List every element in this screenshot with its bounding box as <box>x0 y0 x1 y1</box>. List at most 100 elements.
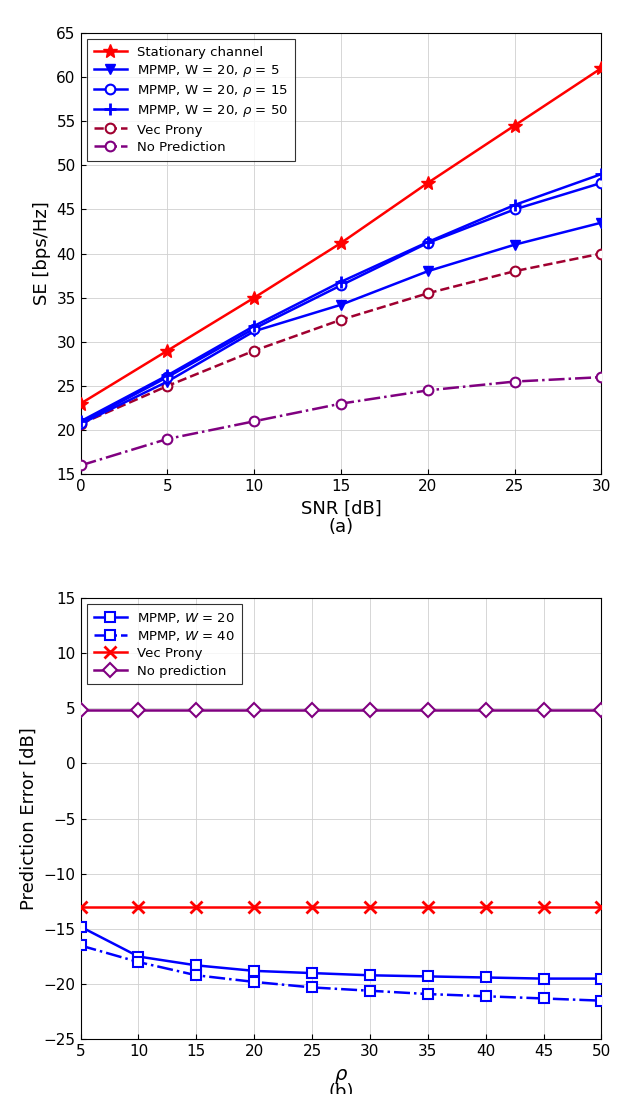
MPMP, $W$ = 40 <box>308 981 316 994</box>
MPMP, $W$ = 40 <box>424 988 432 1001</box>
MPMP, W = 20, $\rho$ = 50 <box>598 167 605 181</box>
Vec Prony <box>511 265 518 278</box>
Text: (b): (b) <box>328 1083 354 1094</box>
No prediction <box>308 703 316 717</box>
Vec Prony <box>135 900 142 913</box>
Stationary channel <box>424 176 432 189</box>
MPMP, $W$ = 20 <box>424 969 432 982</box>
MPMP, $W$ = 40 <box>77 939 84 952</box>
MPMP, $W$ = 20 <box>598 973 605 986</box>
MPMP, W = 20, $\rho$ = 15 <box>164 371 171 384</box>
MPMP, W = 20, $\rho$ = 50 <box>164 369 171 382</box>
Line: MPMP, W = 20, $\rho$ = 5: MPMP, W = 20, $\rho$ = 5 <box>76 218 606 429</box>
MPMP, $W$ = 40 <box>366 985 374 998</box>
MPMP, W = 20, $\rho$ = 15 <box>598 176 605 189</box>
No prediction <box>135 703 142 717</box>
Y-axis label: SE [bps/Hz]: SE [bps/Hz] <box>33 201 51 305</box>
Vec Prony <box>540 900 547 913</box>
MPMP, W = 20, $\rho$ = 5 <box>250 325 258 338</box>
X-axis label: SNR [dB]: SNR [dB] <box>301 500 381 517</box>
Legend: MPMP, $W$ = 20, MPMP, $W$ = 40, Vec Prony, No prediction: MPMP, $W$ = 20, MPMP, $W$ = 40, Vec Pron… <box>87 605 242 685</box>
MPMP, W = 20, $\rho$ = 5 <box>511 238 518 252</box>
MPMP, W = 20, $\rho$ = 15 <box>511 202 518 216</box>
No Prediction <box>164 432 171 445</box>
No Prediction <box>511 375 518 388</box>
MPMP, $W$ = 40 <box>193 968 200 981</box>
Vec Prony <box>308 900 316 913</box>
Line: MPMP, $W$ = 40: MPMP, $W$ = 40 <box>76 941 606 1005</box>
MPMP, $W$ = 20 <box>366 968 374 981</box>
Line: No Prediction: No Prediction <box>76 372 606 470</box>
Vec Prony <box>598 247 605 260</box>
Stationary channel <box>511 119 518 132</box>
MPMP, W = 20, $\rho$ = 50 <box>337 276 345 289</box>
MPMP, W = 20, $\rho$ = 50 <box>511 198 518 211</box>
Vec Prony <box>482 900 489 913</box>
No prediction <box>193 703 200 717</box>
MPMP, $W$ = 40 <box>540 992 547 1005</box>
No Prediction <box>250 415 258 428</box>
Stationary channel <box>598 61 605 74</box>
MPMP, W = 20, $\rho$ = 5 <box>164 375 171 388</box>
MPMP, $W$ = 40 <box>482 990 489 1003</box>
Text: (a): (a) <box>329 519 353 536</box>
MPMP, $W$ = 20 <box>77 920 84 933</box>
Line: Vec Prony: Vec Prony <box>76 248 606 429</box>
Vec Prony <box>337 313 345 326</box>
MPMP, W = 20, $\rho$ = 5 <box>337 299 345 312</box>
MPMP, W = 20, $\rho$ = 15 <box>250 322 258 335</box>
MPMP, W = 20, $\rho$ = 50 <box>424 235 432 248</box>
Vec Prony <box>424 287 432 300</box>
MPMP, $W$ = 20 <box>540 973 547 986</box>
Stationary channel <box>337 236 345 249</box>
Legend: Stationary channel, MPMP, W = 20, $\rho$ = 5, MPMP, W = 20, $\rho$ = 15, MPMP, W: Stationary channel, MPMP, W = 20, $\rho$… <box>87 39 295 161</box>
MPMP, W = 20, $\rho$ = 50 <box>250 319 258 333</box>
No prediction <box>540 703 547 717</box>
Vec Prony <box>164 380 171 393</box>
Line: MPMP, W = 20, $\rho$ = 50: MPMP, W = 20, $\rho$ = 50 <box>74 167 608 428</box>
Line: MPMP, $W$ = 20: MPMP, $W$ = 20 <box>76 922 606 984</box>
X-axis label: ρ: ρ <box>335 1064 347 1084</box>
No Prediction <box>598 371 605 384</box>
MPMP, $W$ = 40 <box>135 955 142 968</box>
MPMP, $W$ = 20 <box>250 964 258 977</box>
MPMP, $W$ = 20 <box>308 966 316 979</box>
MPMP, $W$ = 20 <box>482 971 489 985</box>
Vec Prony <box>598 900 605 913</box>
No prediction <box>77 703 84 717</box>
Vec Prony <box>424 900 432 913</box>
No Prediction <box>77 458 84 472</box>
Stationary channel <box>77 397 84 410</box>
Line: MPMP, W = 20, $\rho$ = 15: MPMP, W = 20, $\rho$ = 15 <box>76 178 606 428</box>
Stationary channel <box>250 291 258 304</box>
No prediction <box>424 703 432 717</box>
No prediction <box>598 703 605 717</box>
MPMP, $W$ = 40 <box>250 976 258 989</box>
MPMP, W = 20, $\rho$ = 5 <box>598 217 605 230</box>
MPMP, W = 20, $\rho$ = 50 <box>77 415 84 428</box>
Vec Prony <box>77 900 84 913</box>
Line: Vec Prony: Vec Prony <box>75 901 607 912</box>
Stationary channel <box>164 345 171 358</box>
No Prediction <box>424 384 432 397</box>
No prediction <box>482 703 489 717</box>
Vec Prony <box>193 900 200 913</box>
No Prediction <box>337 397 345 410</box>
MPMP, $W$ = 20 <box>135 950 142 963</box>
Vec Prony <box>250 345 258 358</box>
MPMP, W = 20, $\rho$ = 15 <box>77 417 84 430</box>
Vec Prony <box>77 418 84 431</box>
MPMP, W = 20, $\rho$ = 5 <box>424 265 432 278</box>
Vec Prony <box>250 900 258 913</box>
Line: Stationary channel: Stationary channel <box>74 61 608 410</box>
MPMP, W = 20, $\rho$ = 15 <box>424 236 432 249</box>
MPMP, W = 20, $\rho$ = 5 <box>77 418 84 431</box>
MPMP, W = 20, $\rho$ = 15 <box>337 279 345 292</box>
Vec Prony <box>366 900 374 913</box>
No prediction <box>250 703 258 717</box>
Y-axis label: Prediction Error [dB]: Prediction Error [dB] <box>20 728 38 910</box>
No prediction <box>366 703 374 717</box>
MPMP, $W$ = 40 <box>598 994 605 1008</box>
MPMP, $W$ = 20 <box>193 958 200 971</box>
Line: No prediction: No prediction <box>76 706 606 715</box>
